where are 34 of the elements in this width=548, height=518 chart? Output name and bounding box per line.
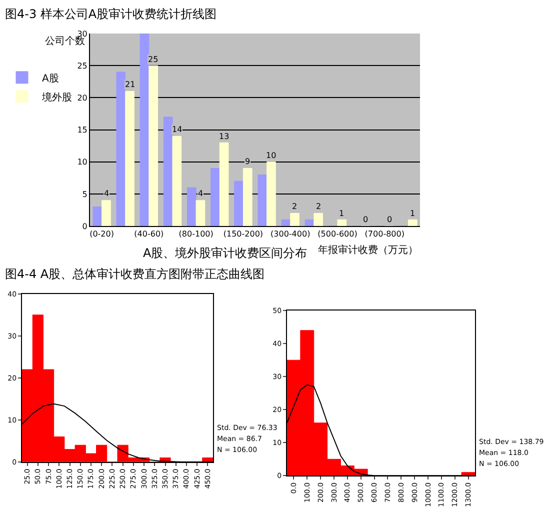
data-label: 25 — [148, 55, 158, 64]
y-tick-label: 15 — [77, 126, 88, 135]
data-label: 13 — [219, 132, 230, 141]
data-label: 21 — [125, 80, 136, 89]
data-label: 10 — [266, 151, 276, 160]
x-axis-title: A股、境外股审计收费区间分布 — [143, 246, 308, 260]
data-label: 1 — [339, 209, 344, 218]
data-label: 14 — [172, 125, 182, 134]
text: 年报审计收费（万元） — [318, 244, 418, 256]
data-label: 1 — [410, 209, 416, 218]
y-tick-label: 20 — [77, 93, 88, 102]
data-label: 4 — [104, 189, 110, 198]
y-tick-label: 25 — [77, 61, 88, 70]
data-label: 4 — [198, 189, 204, 198]
x-tick-label: (150-200) — [223, 230, 264, 239]
x-tick-label: (700-800) — [364, 230, 404, 239]
x-tick-label: (80-100) — [178, 230, 214, 239]
x-tick-label: (0-20) — [90, 230, 114, 239]
data-label: 2 — [316, 202, 322, 211]
x-tick-label: (300-400) — [270, 230, 310, 239]
legend-label: A股 — [42, 73, 59, 84]
chart-title: 图4-3 样本公司A股审计收费统计折线图 — [5, 7, 217, 21]
y-tick-label: 5 — [82, 190, 88, 199]
legend-label: 境外股 — [41, 91, 72, 104]
data-label: 0 — [363, 215, 368, 224]
x-tick-label: (500-600) — [318, 230, 358, 239]
chart-title: 图4-4 A股、总体审计收费直方图附带正态曲线图 — [5, 267, 265, 281]
y-tick-label: 0 — [82, 222, 88, 231]
y-tick-label: 30 — [77, 29, 88, 38]
data-label: 9 — [245, 157, 250, 166]
x-tick-label: (40-60) — [134, 230, 164, 239]
data-label: 2 — [292, 202, 298, 211]
data-label: 0 — [387, 215, 392, 224]
y-tick-label: 10 — [77, 158, 88, 167]
